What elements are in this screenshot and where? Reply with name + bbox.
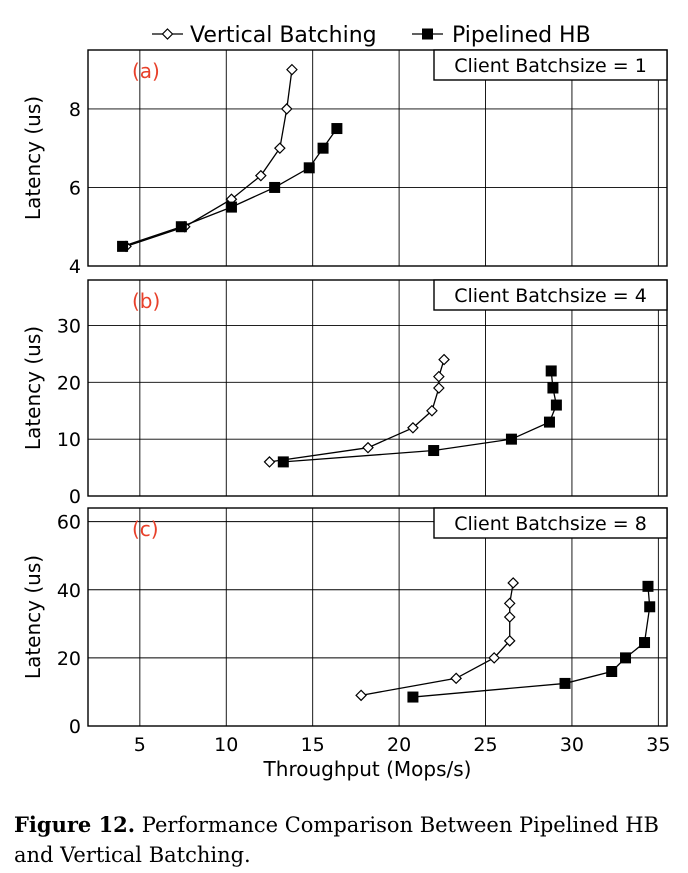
- panel-0-title-box: [433, 49, 668, 81]
- legend-marker-0: [161, 28, 174, 40]
- panel-0-series-1-point-4: [303, 162, 315, 174]
- panel-2-series-0-line: [360, 582, 514, 696]
- panel-1-series-1-point-1: [428, 445, 440, 457]
- panel-1-series-0-point-5: [433, 370, 445, 383]
- panel-2-series-1-point-1: [559, 677, 571, 689]
- panel-0-series-1-point-2: [225, 201, 237, 213]
- panel-1-series-1-line: [283, 370, 558, 463]
- panel-2-series-1-point-5: [644, 601, 656, 613]
- x-tick-label-2: 15: [301, 734, 325, 756]
- panel-2-series-0-point-5: [503, 597, 516, 610]
- panel-2-y-tick-label-3: 60: [57, 512, 81, 534]
- panel-0-series-0-point-3: [254, 169, 267, 182]
- x-tick-label-5: 30: [560, 734, 584, 756]
- panel-2-y-tick-label-0: 0: [69, 716, 81, 738]
- panel-0-series-1-point-6: [331, 123, 343, 135]
- panel-2-series-0-point-1: [450, 672, 462, 685]
- panel-2-series-0-point-2: [488, 652, 501, 664]
- panel-1-series-0-point-0: [263, 456, 276, 468]
- panel-2-series-1-point-0: [407, 691, 419, 703]
- panel-0-series-0-point-5: [280, 103, 293, 115]
- panel-0-label: (a): [132, 59, 160, 83]
- panel-1-y-axis-label: Latency (us): [21, 326, 45, 450]
- panel-0-y-tick-label-0: 4: [69, 256, 81, 278]
- panel-1-series-1-point-0: [277, 456, 289, 468]
- panel-2-series-1-line: [412, 586, 651, 698]
- panel-2-label: (c): [132, 517, 159, 541]
- panel-2-series-0-point-4: [503, 611, 516, 623]
- panel-2-y-tick-label-2: 40: [57, 580, 81, 602]
- panel-1-series-0-point-3: [426, 404, 438, 417]
- panel-1-series-0-line: [269, 359, 445, 463]
- panel-1-series-0-point-1: [362, 441, 374, 454]
- panel-1-frame: [87, 279, 668, 497]
- panel-1-title: Client Batchsize = 4: [454, 285, 647, 307]
- panel-0-title: Client Batchsize = 1: [454, 55, 647, 77]
- panel-0-y-tick-label-1: 6: [69, 177, 81, 199]
- panel-2-series-0-point-0: [355, 689, 367, 702]
- legend-label-1: Pipelined HB: [452, 23, 591, 48]
- panel-0-series-1-point-0: [117, 240, 129, 252]
- panel-2-series-1-point-6: [642, 580, 654, 592]
- x-tick-label-1: 10: [214, 734, 238, 756]
- panel-0-y-tick-label-2: 8: [69, 99, 81, 121]
- panel-0-series-1-point-3: [269, 181, 281, 193]
- panel-1-series-1-point-4: [550, 399, 562, 411]
- panel-0-series-1-point-1: [175, 221, 187, 233]
- panel-2-series-1-point-2: [606, 666, 618, 677]
- panel-0-series-1-point-5: [317, 142, 329, 154]
- panel-0-frame: [87, 49, 668, 267]
- panel-1-series-0-point-2: [407, 421, 419, 434]
- figure-caption: Figure 12. Performance Comparison Betwee…: [14, 810, 679, 870]
- panel-0-y-axis-label: Latency (us): [21, 96, 45, 220]
- figure-caption-label: Figure 12.: [14, 812, 136, 837]
- panel-2-y-axis-label: Latency (us): [21, 555, 45, 679]
- legend-marker-1: [422, 28, 433, 40]
- chart-figure: Vertical Batching Pipelined HB 4 6 8 Latency …: [21, 23, 670, 781]
- panel-2-series-1-point-4: [639, 637, 651, 649]
- panel-1-y-tick-label-2: 20: [57, 372, 81, 394]
- panel-2-title-box: [433, 507, 668, 539]
- panel-0-series-0-point-6: [286, 63, 298, 76]
- x-tick-label-0: 5: [134, 734, 146, 756]
- panel-2-frame: [87, 507, 668, 727]
- x-tick-label-3: 20: [387, 734, 411, 756]
- panel-2-series-1-point-3: [620, 652, 632, 664]
- panel-2-y-tick-label-1: 20: [57, 648, 81, 670]
- panel-1-title-box: [433, 279, 668, 311]
- panel-1-series-0-point-4: [433, 382, 445, 394]
- panel-0-series-0-line: [125, 69, 293, 247]
- panel-1-y-tick-label-1: 10: [57, 429, 81, 451]
- panel-1-series-0-point-6: [438, 353, 450, 366]
- panel-2-title: Client Batchsize = 8: [454, 513, 647, 535]
- panel-0-series-0-point-4: [273, 142, 286, 155]
- figure-caption-text: Performance Comparison Between Pipelined…: [14, 813, 659, 867]
- x-axis-label: Throughput (Mops/s): [263, 757, 472, 781]
- legend-label-0: Vertical Batching: [190, 23, 377, 48]
- panel-1-series-1-point-5: [547, 382, 559, 394]
- panel-1-series-1-point-2: [505, 433, 517, 445]
- x-tick-label-4: 25: [473, 734, 497, 756]
- panel-1-series-1-point-6: [545, 365, 557, 377]
- panel-1-y-tick-label-3: 30: [57, 315, 81, 337]
- x-tick-label-6: 35: [646, 734, 670, 756]
- panel-2-series-0-point-3: [503, 634, 516, 647]
- panel-1-series-1-point-3: [543, 416, 555, 428]
- panel-1-y-tick-label-0: 0: [69, 486, 81, 508]
- panel-2-series-0-point-6: [507, 577, 520, 589]
- panel-1-label: (b): [132, 289, 160, 313]
